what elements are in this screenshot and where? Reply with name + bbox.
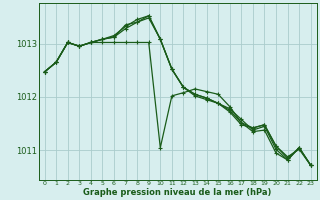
X-axis label: Graphe pression niveau de la mer (hPa): Graphe pression niveau de la mer (hPa): [84, 188, 272, 197]
